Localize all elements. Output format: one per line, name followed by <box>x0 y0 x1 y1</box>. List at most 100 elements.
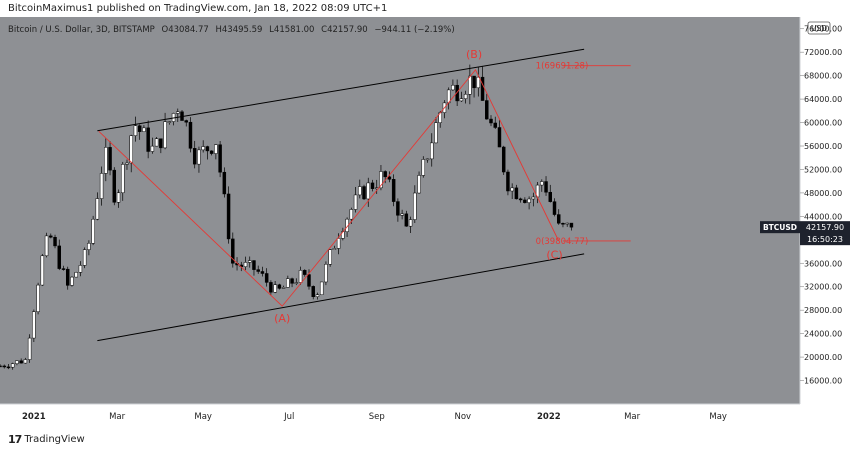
candle-body <box>319 281 324 295</box>
fib-level-label: 1(69691.28) <box>536 62 589 72</box>
candle-body <box>95 198 100 220</box>
publisher-name[interactable]: BitcoinMaximus1 <box>8 3 94 14</box>
candle-body <box>252 260 256 270</box>
plot-background <box>0 17 800 404</box>
x-tick-label: Nov <box>454 412 471 422</box>
candle-body <box>362 186 366 200</box>
candle-body <box>264 273 269 283</box>
last-price-symbol-label: BTCUSD <box>763 223 797 232</box>
candle-body <box>133 125 138 136</box>
candle-body <box>294 282 299 284</box>
candle-body <box>150 145 155 152</box>
candle-body <box>451 84 455 91</box>
candle-body <box>565 222 569 225</box>
last-price-value-label: 42157.90 <box>806 223 844 232</box>
y-tick-label: 56000.00 <box>804 142 842 151</box>
candle-body <box>366 182 370 200</box>
candle-body <box>506 171 510 192</box>
candle-body <box>57 245 61 269</box>
candle-body <box>197 149 201 165</box>
last-price-countdown: 16:50:23 <box>807 235 843 244</box>
y-tick-label: 64000.00 <box>804 95 842 104</box>
candle-body <box>65 268 70 286</box>
candle-body <box>425 158 430 161</box>
candle-body <box>315 294 320 297</box>
legend: Bitcoin / U.S. Dollar, 3D, BITSTAMP O430… <box>8 25 455 35</box>
candle-body <box>286 278 290 288</box>
legend-open-label: O <box>162 25 169 35</box>
candle-body <box>396 201 400 216</box>
candle-body <box>209 150 214 154</box>
x-tick-label: Sep <box>369 412 385 422</box>
x-tick-label: May <box>709 412 727 422</box>
legend-low-label: L <box>269 25 274 35</box>
candle-body <box>61 268 66 270</box>
candle-body <box>74 272 78 278</box>
price-chart[interactable]: Bitcoin / U.S. Dollar, 3D, BITSTAMP O430… <box>0 17 850 427</box>
candle-body <box>552 201 557 215</box>
tradingview-brand[interactable]: TradingView <box>24 433 85 445</box>
candle-body <box>112 169 117 203</box>
tradingview-logo-icon[interactable]: 17 <box>8 432 22 446</box>
wave-line <box>98 68 560 307</box>
candle-body <box>489 118 493 124</box>
x-tick-label: Mar <box>624 412 641 422</box>
candle-body <box>159 138 163 149</box>
candle-body <box>137 125 142 132</box>
candle-body <box>501 146 506 173</box>
candle-body <box>256 269 260 272</box>
candle-body <box>188 121 193 149</box>
candle-body <box>184 120 188 123</box>
candle-body <box>192 148 197 165</box>
wave-path <box>98 68 560 307</box>
candle-body <box>561 223 565 225</box>
candle-body <box>303 270 307 275</box>
candle-body <box>434 122 438 144</box>
candle-body <box>205 146 210 152</box>
candle-body <box>99 173 104 199</box>
legend-open-value: 43084.77 <box>168 25 209 35</box>
candle-body <box>514 187 519 200</box>
candle-body <box>510 187 514 192</box>
legend-low-value: 41581.00 <box>274 25 315 35</box>
candle-body <box>15 360 19 364</box>
candle-body <box>0 365 2 368</box>
candle-body <box>336 238 341 249</box>
fibonacci-levels: 1(69691.28) 0(39804.77) <box>536 62 631 247</box>
candle-body <box>78 265 83 273</box>
currency-badge[interactable]: USD <box>807 21 831 35</box>
candle-body <box>328 249 332 265</box>
candle-body <box>70 276 74 286</box>
candlestick-series <box>0 64 574 370</box>
candle-body <box>540 181 544 186</box>
y-tick-label: 68000.00 <box>804 72 842 81</box>
candle-body <box>222 171 227 195</box>
candle-body <box>391 179 396 202</box>
candle-body <box>548 191 552 202</box>
candle-body <box>27 337 32 360</box>
y-tick-label: 24000.00 <box>804 330 842 339</box>
x-tick-label: May <box>194 412 212 422</box>
candle-body <box>569 222 574 228</box>
candle-body <box>176 111 180 114</box>
candle-body <box>231 238 235 264</box>
candle-body <box>6 366 11 369</box>
time-axis-background <box>0 404 800 427</box>
candle-body <box>167 121 172 123</box>
candle-body <box>154 138 159 147</box>
candle-body <box>269 282 273 293</box>
candle-body <box>472 75 476 89</box>
ascending-channel <box>97 48 585 342</box>
x-tick-label: 2021 <box>22 412 46 422</box>
candle-body <box>53 236 57 247</box>
candle-body <box>349 209 354 220</box>
candle-body <box>121 164 125 194</box>
candle-body <box>32 311 36 339</box>
candle-body <box>273 284 277 293</box>
legend-high-value: 43495.59 <box>222 25 263 35</box>
y-tick-label: 72000.00 <box>804 48 842 57</box>
candle-body <box>10 363 15 368</box>
candle-body <box>523 199 527 203</box>
chart-header: BitcoinMaximus1 published on TradingView… <box>8 3 387 14</box>
candle-body <box>243 262 248 267</box>
